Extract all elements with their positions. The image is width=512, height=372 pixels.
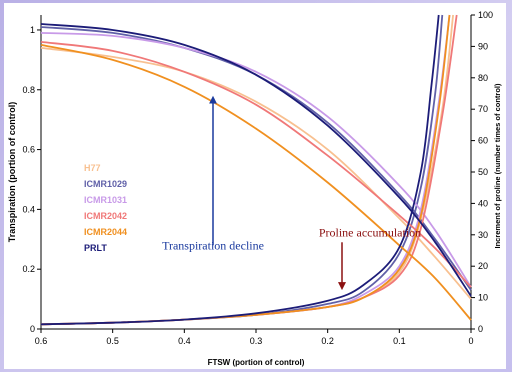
y2-axis-title: Increment of proline (number times of co… <box>493 83 502 249</box>
legend-entry-icmr1031: ICMR1031 <box>84 195 127 205</box>
proline-line-prlt <box>40 14 440 326</box>
y2-tick-label: 100 <box>478 10 493 20</box>
x-tick-label: 0.6 <box>35 336 48 346</box>
chart-panel: 0.6 0.5 0.4 0.3 0.2 0.1 0 0 0.2 0.4 0.6 0.8 1 0 10 20 30… <box>4 3 506 369</box>
x-tick-label: 0.5 <box>106 336 119 346</box>
y2-tick-label: 70 <box>478 104 488 114</box>
y-tick-label: 0.8 <box>22 85 35 95</box>
legend-entry-prlt: PRLT <box>84 243 107 253</box>
legend-entry-icmr1029: ICMR1029 <box>84 179 127 189</box>
transpiration-line-icmr1029 <box>40 26 472 291</box>
y2-tick-label: 30 <box>478 230 488 240</box>
y-tick-label: 0.6 <box>22 145 35 155</box>
transpiration-decline-label: Transpiration decline <box>162 238 264 252</box>
transpiration-line-icmr2042 <box>40 41 472 288</box>
chart: 0.6 0.5 0.4 0.3 0.2 0.1 000.20.40.60.810102030… <box>7 10 502 367</box>
x-tick-label: 0 <box>468 336 473 346</box>
y2-tick-label: 90 <box>478 41 488 51</box>
proline-line-icmr1031 <box>40 14 451 326</box>
y-tick-label: 0 <box>30 324 35 334</box>
y2-tick-label: 80 <box>478 73 488 83</box>
y-tick-label: 1 <box>30 25 35 35</box>
legend-entry-h77: H77 <box>84 163 101 173</box>
y2-tick-label: 20 <box>478 261 488 271</box>
y2-tick-label: 60 <box>478 136 488 146</box>
transpiration-line-prlt <box>40 23 472 297</box>
transpiration-line-h77 <box>40 47 472 300</box>
x-tick-label: 0.2 <box>321 336 334 346</box>
x-tick-label: 0.1 <box>393 336 406 346</box>
y2-tick-label: 0 <box>478 324 483 334</box>
x-axis-title: FTSW (portion of control) <box>208 358 305 367</box>
x-tick-label: 0.3 <box>250 336 263 346</box>
y-tick-label: 0.4 <box>22 204 35 214</box>
proline-accumulation-label: Proline accumulation <box>319 225 421 239</box>
y2-tick-label: 40 <box>478 198 488 208</box>
transpiration-line-icmr1031 <box>40 32 472 288</box>
legend-entry-icmr2042: ICMR2042 <box>84 211 127 221</box>
transpiration-line-icmr2044 <box>40 44 472 321</box>
y2-tick-label: 50 <box>478 167 488 177</box>
y-tick-label: 0.2 <box>22 264 35 274</box>
legend-entry-icmr2044: ICMR2044 <box>84 227 127 237</box>
y-axis-title: Transpiration (portion of control) <box>7 102 17 243</box>
x-tick-label: 0.4 <box>178 336 191 346</box>
proline-line-icmr1029 <box>40 14 444 326</box>
y2-tick-label: 10 <box>478 293 488 303</box>
